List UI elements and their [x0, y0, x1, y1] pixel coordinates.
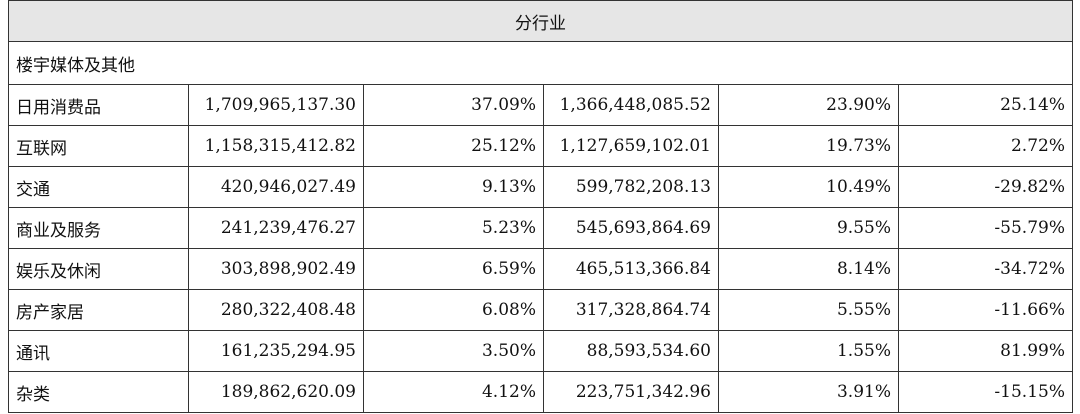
section-title-cell: 楼宇媒体及其他	[8, 41, 1073, 85]
table-row: 通讯 161,235,294.95 3.50% 88,593,534.60 1.55% 8…	[8, 330, 1073, 372]
industry-name-cell: 娱乐及休闲	[8, 248, 189, 290]
industry-name-cell: 杂类	[8, 371, 189, 413]
revenue-current-cell: 280,322,408.48	[188, 289, 364, 331]
industry-name-cell: 日用消费品	[8, 84, 189, 126]
share-current-cell: 6.08%	[363, 289, 544, 331]
table-row: 互联网 1,158,315,412.82 25.12% 1,127,659,102.0…	[8, 125, 1073, 167]
industry-name-cell: 房产家居	[8, 289, 189, 331]
share-prior-cell: 10.49%	[718, 166, 899, 208]
share-prior-cell: 8.14%	[718, 248, 899, 290]
share-current-cell: 3.50%	[363, 330, 544, 372]
share-current-cell: 6.59%	[363, 248, 544, 290]
revenue-current-cell: 241,239,476.27	[188, 207, 364, 249]
revenue-prior-cell: 465,513,366.84	[543, 248, 719, 290]
table-row: 娱乐及休闲 303,898,902.49 6.59% 465,513,366.84 8.…	[8, 248, 1073, 290]
industry-name-cell: 商业及服务	[8, 207, 189, 249]
table-row: 房产家居 280,322,408.48 6.08% 317,328,864.74 5.5…	[8, 289, 1073, 331]
industry-revenue-table: 分行业 楼宇媒体及其他 日用消费品 1,709,965,137.30 37.09% 1…	[8, 0, 1073, 413]
change-cell: -15.15%	[898, 371, 1073, 413]
revenue-prior-cell: 88,593,534.60	[543, 330, 719, 372]
revenue-current-cell: 161,235,294.95	[188, 330, 364, 372]
share-prior-cell: 5.55%	[718, 289, 899, 331]
revenue-current-cell: 303,898,902.49	[188, 248, 364, 290]
share-current-cell: 4.12%	[363, 371, 544, 413]
share-prior-cell: 3.91%	[718, 371, 899, 413]
revenue-prior-cell: 317,328,864.74	[543, 289, 719, 331]
change-cell: 81.99%	[898, 330, 1073, 372]
table-row: 日用消费品 1,709,965,137.30 37.09% 1,366,448,085…	[8, 84, 1073, 126]
share-current-cell: 25.12%	[363, 125, 544, 167]
revenue-prior-cell: 1,127,659,102.01	[543, 125, 719, 167]
share-current-cell: 5.23%	[363, 207, 544, 249]
industry-name-cell: 交通	[8, 166, 189, 208]
revenue-prior-cell: 1,366,448,085.52	[543, 84, 719, 126]
share-prior-cell: 23.90%	[718, 84, 899, 126]
change-cell: -55.79%	[898, 207, 1073, 249]
table-row: 杂类 189,862,620.09 4.12% 223,751,342.96 3.91%…	[8, 371, 1073, 413]
share-prior-cell: 19.73%	[718, 125, 899, 167]
revenue-current-cell: 420,946,027.49	[188, 166, 364, 208]
revenue-prior-cell: 545,693,864.69	[543, 207, 719, 249]
section-row: 楼宇媒体及其他	[8, 41, 1073, 85]
revenue-current-cell: 1,709,965,137.30	[188, 84, 364, 126]
share-current-cell: 37.09%	[363, 84, 544, 126]
share-current-cell: 9.13%	[363, 166, 544, 208]
revenue-prior-cell: 223,751,342.96	[543, 371, 719, 413]
revenue-prior-cell: 599,782,208.13	[543, 166, 719, 208]
change-cell: -34.72%	[898, 248, 1073, 290]
table-row: 交通 420,946,027.49 9.13% 599,782,208.13 10.49…	[8, 166, 1073, 208]
change-cell: -11.66%	[898, 289, 1073, 331]
table-header-cell: 分行业	[8, 0, 1073, 42]
share-prior-cell: 1.55%	[718, 330, 899, 372]
change-cell: 25.14%	[898, 84, 1073, 126]
table-header-row: 分行业	[8, 0, 1073, 42]
industry-name-cell: 通讯	[8, 330, 189, 372]
industry-name-cell: 互联网	[8, 125, 189, 167]
share-prior-cell: 9.55%	[718, 207, 899, 249]
change-cell: 2.72%	[898, 125, 1073, 167]
table-row: 商业及服务 241,239,476.27 5.23% 545,693,864.69 9.…	[8, 207, 1073, 249]
change-cell: -29.82%	[898, 166, 1073, 208]
revenue-current-cell: 1,158,315,412.82	[188, 125, 364, 167]
revenue-current-cell: 189,862,620.09	[188, 371, 364, 413]
